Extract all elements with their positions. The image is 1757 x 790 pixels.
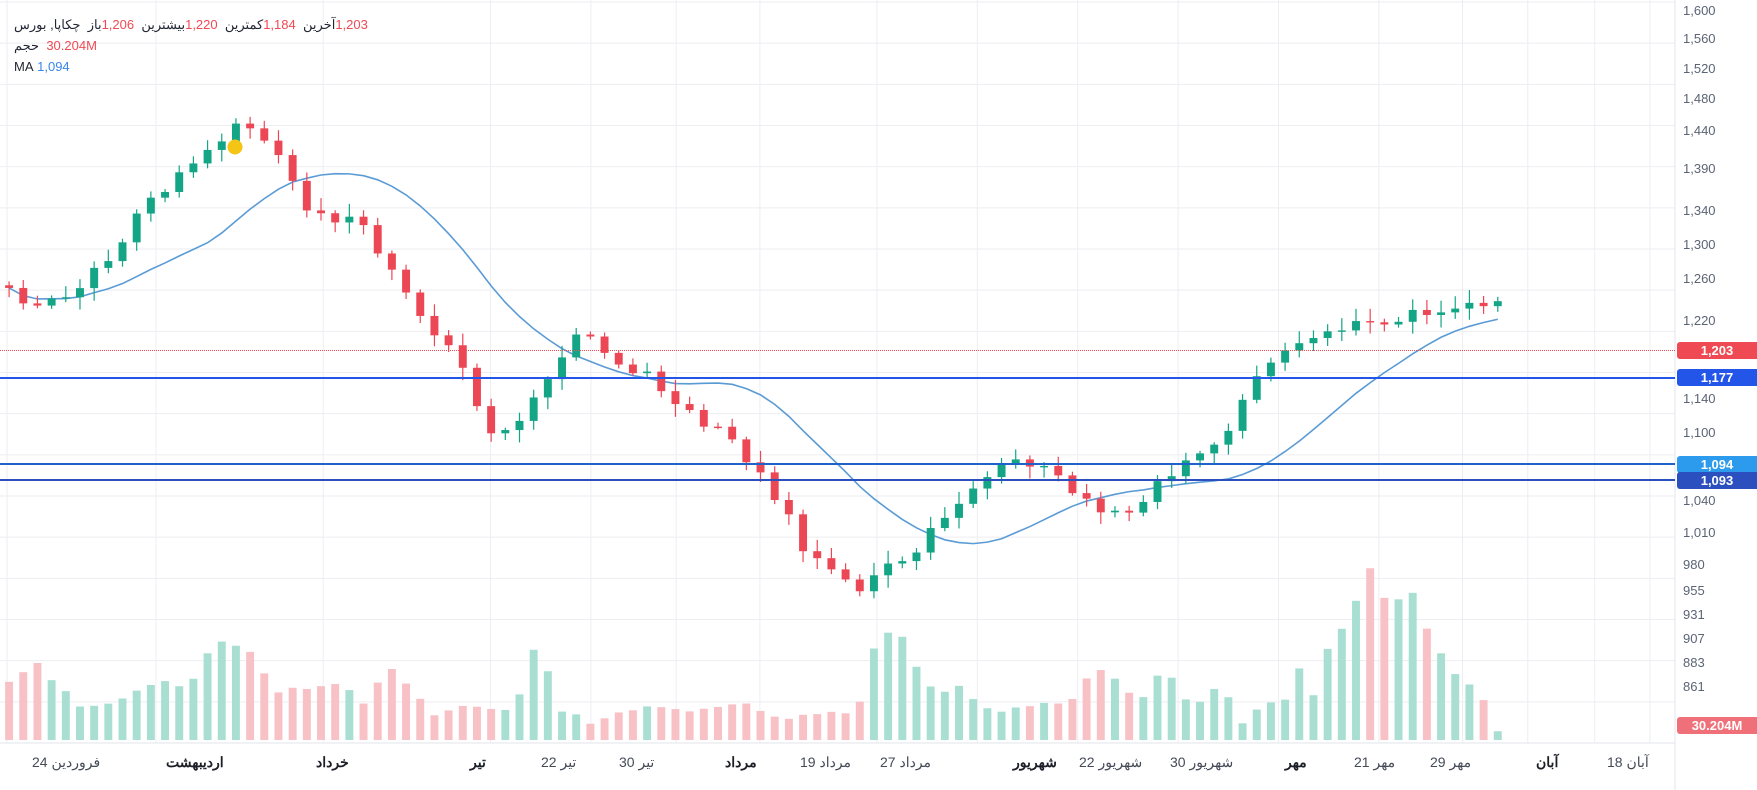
svg-text:1,220: 1,220	[1683, 313, 1716, 328]
svg-text:1,390: 1,390	[1683, 161, 1716, 176]
svg-text:883: 883	[1683, 655, 1705, 670]
svg-text:1,140: 1,140	[1683, 391, 1716, 406]
svg-text:955: 955	[1683, 583, 1705, 598]
svg-text:1,520: 1,520	[1683, 61, 1716, 76]
svg-text:1,560: 1,560	[1683, 31, 1716, 46]
svg-text:1,040: 1,040	[1683, 493, 1716, 508]
svg-text:907: 907	[1683, 631, 1705, 646]
svg-text:1,260: 1,260	[1683, 271, 1716, 286]
svg-text:861: 861	[1683, 679, 1705, 694]
svg-text:1,600: 1,600	[1683, 3, 1716, 18]
svg-text:1,440: 1,440	[1683, 123, 1716, 138]
svg-text:1,010: 1,010	[1683, 525, 1716, 540]
svg-text:931: 931	[1683, 607, 1705, 622]
svg-text:1,100: 1,100	[1683, 425, 1716, 440]
svg-text:980: 980	[1683, 557, 1705, 572]
svg-text:1,340: 1,340	[1683, 203, 1716, 218]
svg-text:1,300: 1,300	[1683, 237, 1716, 252]
svg-text:1,480: 1,480	[1683, 91, 1716, 106]
